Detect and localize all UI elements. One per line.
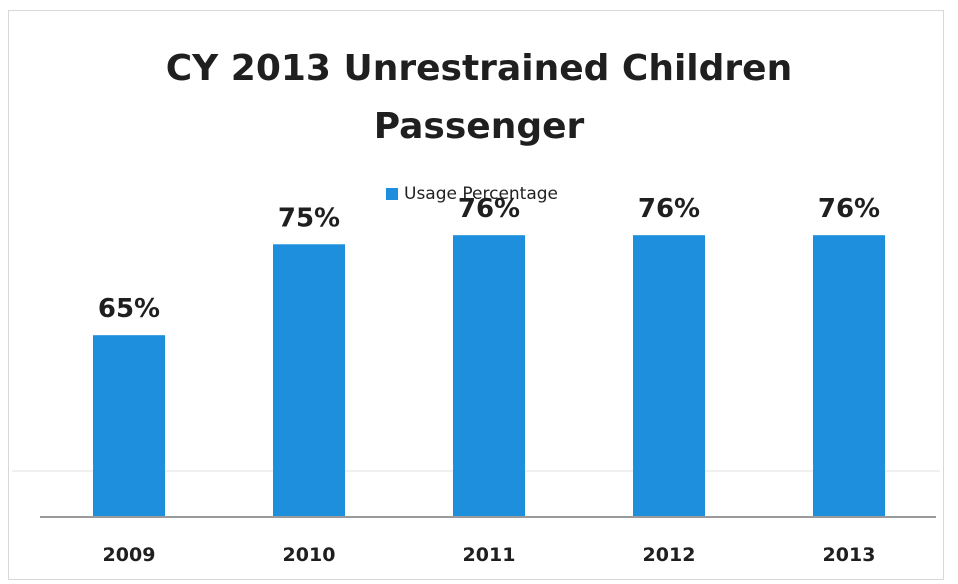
bar-2010 [273, 244, 345, 518]
chart-title-line-1: CY 2013 Unrestrained Children [165, 48, 793, 89]
x-tick-label-2013: 2013 [823, 544, 876, 566]
x-tick-label-2011: 2011 [463, 544, 516, 566]
chart-legend: Usage Percentage [386, 182, 558, 206]
legend-swatch [386, 188, 398, 200]
bar-2012 [633, 235, 705, 517]
bar-2013 [813, 235, 885, 517]
data-label-2012: 76% [638, 194, 700, 224]
legend-label: Usage Percentage [404, 184, 559, 204]
bar-2009 [93, 335, 165, 517]
data-label-2011: 76% [458, 194, 520, 224]
x-tick-label-2012: 2012 [643, 544, 696, 566]
x-tick-label-2009: 2009 [103, 544, 156, 566]
bar-2011 [453, 235, 525, 517]
data-label-2013: 76% [818, 194, 880, 224]
data-label-2009: 65% [98, 294, 160, 324]
data-label-2010: 75% [278, 203, 340, 233]
x-tick-label-2010: 2010 [283, 544, 336, 566]
chart-title-line-2: Passenger [373, 106, 585, 147]
chart-title: CY 2013 Unrestrained Children Passenger [0, 40, 958, 156]
